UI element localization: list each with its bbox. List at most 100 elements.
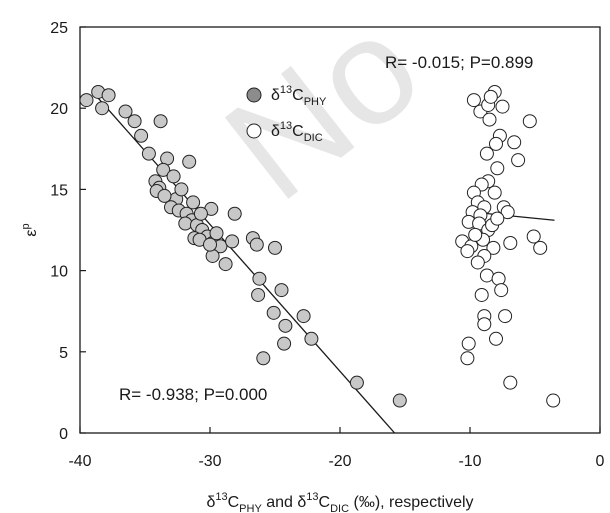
data-point-series-1 [461, 336, 476, 351]
legend-marker-1 [246, 123, 262, 139]
x-axis-label-part: PHY [239, 503, 262, 513]
x-tick-label: -40 [68, 453, 91, 470]
data-point-series-0 [392, 393, 407, 408]
watermark-text: No [195, 0, 450, 232]
data-point-series-1 [526, 229, 541, 244]
data-point-series-1 [479, 146, 494, 161]
data-point-series-1 [489, 136, 503, 151]
data-point-series-1 [468, 227, 483, 242]
data-point-series-0 [268, 240, 282, 255]
data-point-series-0 [166, 169, 181, 184]
data-point-series-0 [101, 88, 116, 103]
y-axis-label-part: p [20, 223, 32, 229]
data-point-series-0 [141, 146, 156, 161]
stat-annotation-0: R= -0.015; P=0.899 [385, 53, 533, 72]
data-point-series-1 [503, 375, 518, 390]
data-point-series-0 [186, 195, 201, 210]
data-point-series-0 [249, 237, 264, 252]
x-axis-label-part: and δ [262, 494, 307, 511]
y-axis-label-part: ε [23, 229, 40, 236]
x-tick-label: -30 [198, 453, 221, 470]
data-point-series-0 [252, 271, 267, 286]
x-axis-label-part: C [228, 494, 240, 511]
data-point-series-1 [474, 287, 489, 302]
x-axis-label-part: C [319, 494, 331, 511]
data-point-series-1 [507, 135, 522, 150]
data-point-series-0 [278, 318, 293, 333]
x-tick-label: 0 [596, 453, 605, 470]
data-point-series-0 [118, 104, 133, 119]
y-tick-label: 15 [50, 182, 68, 199]
data-point-series-0 [218, 257, 233, 272]
x-axis-label-part: δ [206, 494, 215, 511]
data-point-series-1 [495, 99, 510, 114]
data-point-series-1 [483, 89, 498, 104]
y-tick-label: 25 [50, 20, 68, 37]
y-tick-label: 10 [50, 264, 68, 281]
data-point-series-1 [498, 309, 513, 324]
data-point-series-0 [157, 188, 172, 203]
axes-group [79, 26, 601, 434]
data-point-series-1 [494, 283, 509, 298]
data-point-series-1 [522, 114, 537, 129]
data-point-series-1 [511, 153, 526, 168]
data-point-series-1 [460, 244, 475, 259]
data-point-series-1 [503, 235, 518, 250]
y-tick-label: 20 [50, 101, 68, 118]
x-axis-label-part: DIC [330, 503, 349, 513]
data-point-series-0 [251, 287, 266, 302]
data-point-series-0 [304, 331, 319, 346]
data-point-series-0 [178, 216, 193, 231]
data-point-series-0 [134, 128, 149, 143]
data-point-series-1 [482, 112, 497, 127]
legend-label-0: δ13CPHY [271, 84, 327, 108]
data-point-series-1 [466, 93, 481, 108]
data-point-series-1 [533, 240, 548, 255]
data-point-series-1 [460, 351, 475, 366]
data-point-series-0 [209, 226, 224, 241]
data-point-series-1 [479, 268, 494, 283]
data-point-series-0 [182, 154, 197, 169]
data-point-series-0 [79, 93, 94, 108]
legend-marker-0 [246, 87, 262, 103]
x-axis-label-part: 13 [215, 491, 227, 503]
legend-label-1-part: δ [271, 123, 280, 140]
y-axis-label: εp [20, 223, 40, 236]
legend-label-0-part: δ [271, 87, 280, 104]
data-point-series-0 [225, 234, 240, 249]
data-point-series-0 [95, 101, 110, 116]
data-point-series-0 [174, 182, 189, 197]
x-tick-label: -20 [328, 453, 351, 470]
legend-label-0-part: PHY [304, 96, 327, 108]
legend-label-1-part: 13 [280, 120, 292, 132]
data-point-series-0 [127, 114, 142, 129]
x-axis-label-part: (‰), respectively [349, 494, 473, 511]
data-point-series-1 [490, 211, 505, 226]
legend-label-1: δ13CDIC [271, 120, 323, 144]
legend-label-0-part: 13 [280, 84, 292, 96]
data-point-series-0 [156, 162, 171, 177]
data-point-series-0 [266, 305, 281, 320]
x-tick-label: -10 [458, 453, 481, 470]
data-point-series-1 [477, 317, 492, 332]
data-point-series-0 [277, 336, 292, 351]
data-point-series-1 [500, 205, 515, 220]
data-point-series-0 [274, 283, 289, 298]
x-axis-label-part: 13 [306, 491, 318, 503]
data-point-series-0 [256, 351, 271, 366]
data-point-series-1 [491, 271, 506, 286]
data-point-series-0 [205, 248, 220, 263]
marks-group [79, 84, 561, 434]
data-point-series-1 [489, 331, 503, 346]
data-point-series-1 [487, 185, 502, 200]
data-point-series-0 [193, 206, 208, 221]
data-point-series-0 [296, 309, 311, 324]
data-point-series-1 [486, 240, 501, 255]
data-point-series-1 [490, 161, 505, 176]
data-point-series-1 [546, 393, 561, 408]
legend-label-0-part: C [292, 87, 304, 104]
y-tick-label: 0 [59, 426, 68, 443]
data-point-series-1 [470, 255, 485, 270]
